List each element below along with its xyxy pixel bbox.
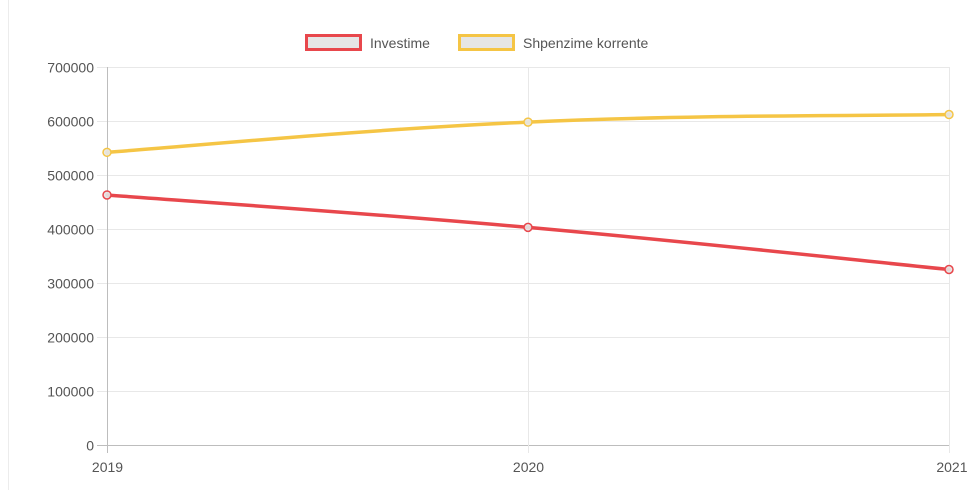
y-tick-label: 100000 xyxy=(47,384,94,400)
data-point-shpenzime-korrente[interactable] xyxy=(944,109,954,120)
data-point-shpenzime-korrente[interactable] xyxy=(523,117,533,127)
legend-label-investime: Investime xyxy=(370,35,430,51)
y-tick-label: 400000 xyxy=(47,222,94,238)
y-tick-label: 200000 xyxy=(47,330,94,346)
y-tick-label: 0 xyxy=(86,438,94,454)
y-tick-label: 300000 xyxy=(47,276,94,292)
legend: Investime Shpenzime korrente xyxy=(305,34,649,51)
grid-lines xyxy=(97,67,950,453)
legend-item-investime[interactable]: Investime xyxy=(305,34,431,51)
x-tick-label: 2019 xyxy=(92,459,123,475)
data-point-investime[interactable] xyxy=(523,222,533,233)
y-tick-label: 500000 xyxy=(47,168,94,184)
data-point-investime[interactable] xyxy=(102,190,112,200)
data-point-investime[interactable] xyxy=(944,264,954,275)
series-layer xyxy=(102,109,954,275)
data-point-shpenzime-korrente[interactable] xyxy=(102,147,112,158)
x-tick-label: 2021 xyxy=(936,459,967,475)
chart-frame xyxy=(8,0,969,490)
y-axis-ticks: 700000 600000 500000 400000 300000 200000 1000… xyxy=(47,60,94,454)
legend-swatch-investime xyxy=(305,34,362,51)
legend-item-shpenzime-korrente[interactable]: Shpenzime korrente xyxy=(458,34,649,51)
legend-swatch-shpenzime-korrente xyxy=(458,34,515,51)
y-tick-label: 600000 xyxy=(47,114,94,130)
y-tick-label: 700000 xyxy=(47,60,94,76)
legend-label-shpenzime-korrente: Shpenzime korrente xyxy=(523,35,649,51)
x-axis-ticks: 2019 2020 2021 xyxy=(92,459,968,475)
x-tick-label: 2020 xyxy=(513,459,544,475)
